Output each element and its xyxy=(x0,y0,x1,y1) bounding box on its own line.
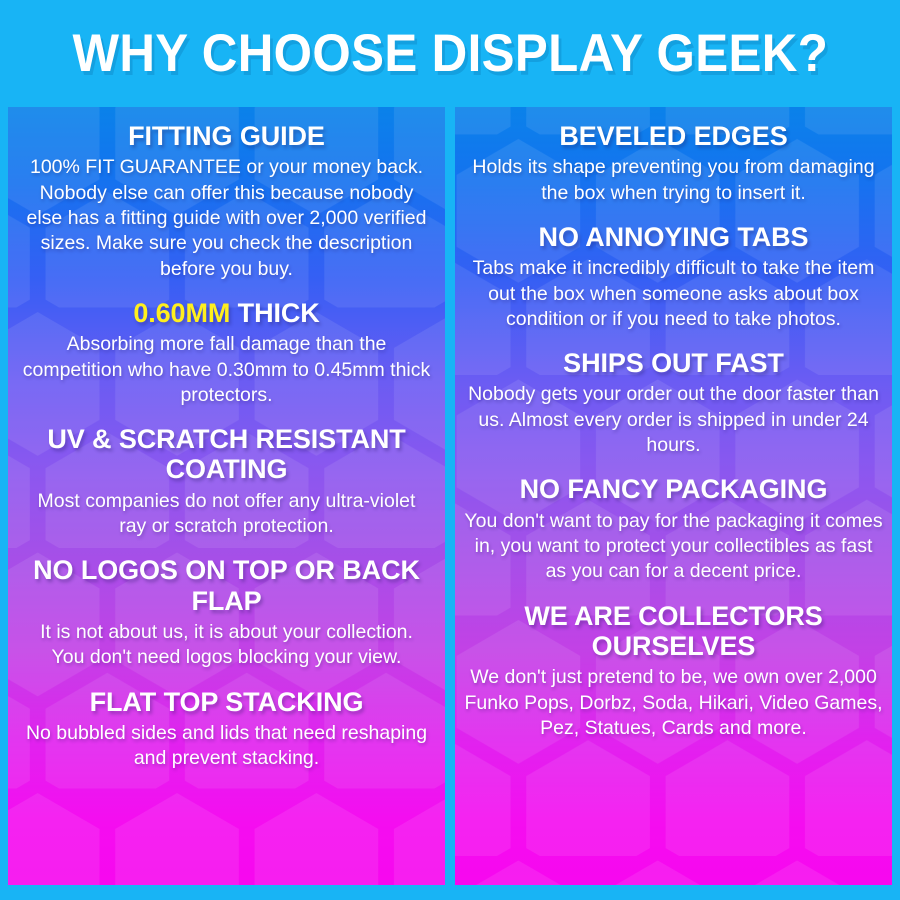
thickness-highlight: 0.60MM xyxy=(133,297,231,328)
feature-body: Absorbing more fall damage than the comp… xyxy=(22,333,431,406)
feature-body: Nobody gets your order out the door fast… xyxy=(468,383,879,457)
feature-title: WE ARE COLLECTORS OURSELVES xyxy=(524,600,823,661)
thickness-title-rest: THICK xyxy=(237,297,320,328)
feature-we-are-collectors: WE ARE COLLECTORS OURSELVES We don't jus… xyxy=(463,601,884,742)
features-frame: FITTING GUIDE 100% FIT GUARANTEE or your… xyxy=(8,107,892,885)
feature-fitting-guide: FITTING GUIDE 100% FIT GUARANTEE or your… xyxy=(22,121,431,282)
poster-header: WHY CHOOSE DISPLAY GEEK? xyxy=(0,0,900,107)
feature-ships-out-fast: SHIPS OUT FAST Nobody gets your order ou… xyxy=(463,348,884,458)
feature-body: It is not about us, it is about your col… xyxy=(40,620,413,669)
feature-no-fancy-packaging: NO FANCY PACKAGING You don't want to pay… xyxy=(463,474,884,584)
right-feature-column: BEVELED EDGES Holds its shape preventing… xyxy=(455,107,892,885)
feature-title: NO LOGOS ON TOP OR BACK FLAP xyxy=(33,555,420,616)
feature-no-annoying-tabs: NO ANNOYING TABS Tabs make it incredibly… xyxy=(463,222,884,332)
feature-uv-scratch-coating: UV & SCRATCH RESISTANT COATING Most comp… xyxy=(22,424,431,539)
left-column-content: FITTING GUIDE 100% FIT GUARANTEE or your… xyxy=(8,107,445,885)
feature-title: SHIPS OUT FAST xyxy=(563,348,784,379)
feature-title: 0.60MM THICK xyxy=(22,298,431,328)
feature-beveled-edges: BEVELED EDGES Holds its shape preventing… xyxy=(463,121,884,206)
feature-title: NO ANNOYING TABS xyxy=(538,221,809,252)
feature-title: FITTING GUIDE xyxy=(128,121,325,151)
feature-title: UV & SCRATCH RESISTANT COATING xyxy=(47,424,406,485)
feature-body: 100% FIT GUARANTEE or your money back. N… xyxy=(26,156,427,280)
feature-body: No bubbled sides and lids that need resh… xyxy=(25,721,428,770)
feature-body: Most companies do not offer any ultra-vi… xyxy=(37,489,416,538)
page-title: WHY CHOOSE DISPLAY GEEK? xyxy=(72,24,828,83)
feature-body: Holds its shape preventing you from dama… xyxy=(472,156,875,204)
feature-title: BEVELED EDGES xyxy=(559,121,788,151)
feature-flat-top-stacking: FLAT TOP STACKING No bubbled sides and l… xyxy=(22,687,431,772)
feature-body: We don't just pretend to be, we own over… xyxy=(464,666,883,739)
feature-body: You don't want to pay for the packaging … xyxy=(464,509,883,583)
right-column-content: BEVELED EDGES Holds its shape preventing… xyxy=(455,107,892,885)
feature-body: Tabs make it incredibly difficult to tak… xyxy=(472,257,875,330)
feature-title: NO FANCY PACKAGING xyxy=(519,474,828,505)
left-feature-column: FITTING GUIDE 100% FIT GUARANTEE or your… xyxy=(8,107,445,885)
feature-no-logos: NO LOGOS ON TOP OR BACK FLAP It is not a… xyxy=(22,555,431,670)
feature-title: FLAT TOP STACKING xyxy=(89,686,364,717)
feature-thickness: 0.60MM THICK Absorbing more fall damage … xyxy=(22,298,431,408)
